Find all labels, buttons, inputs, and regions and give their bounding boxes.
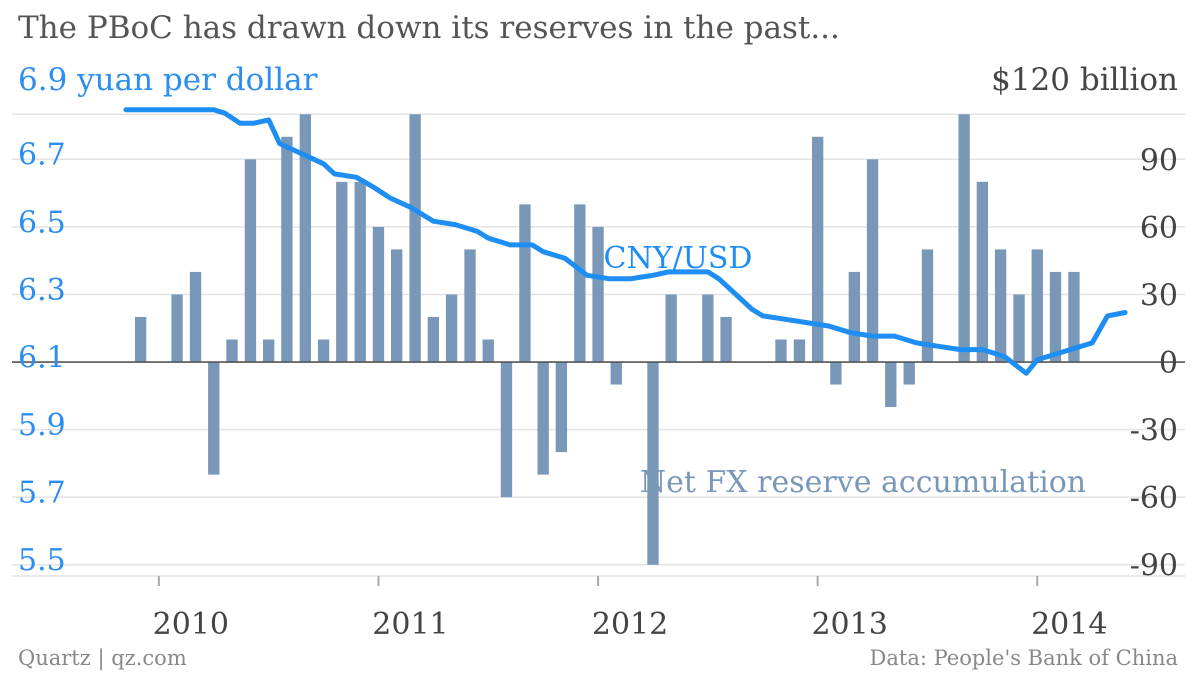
- reserve-bar-14: [391, 249, 403, 363]
- reserve-bar-2: [171, 294, 183, 363]
- right-tick-label-1: 60: [1140, 211, 1178, 246]
- reserve-bar-10: [317, 339, 330, 363]
- reserve-bar-5: [226, 339, 238, 363]
- reserve-bar-32: [720, 316, 732, 363]
- reserve-bar-42: [903, 362, 915, 385]
- reserve-bar-26: [610, 362, 622, 385]
- reserve-bar-4: [208, 362, 220, 475]
- reserve-bar-35: [775, 339, 787, 363]
- reserve-bar-6: [244, 159, 257, 363]
- reserve-bar-12: [354, 181, 366, 363]
- right-tick-label-5: -60: [1130, 481, 1178, 516]
- reserve-bar-49: [1031, 249, 1043, 363]
- left-axis-unit-label: 6.9 yuan per dollar: [18, 62, 318, 98]
- reserve-bar-43: [921, 249, 934, 363]
- reserve-bar-45: [958, 114, 970, 363]
- left-tick-label-0: 6.7: [18, 138, 66, 173]
- reserve-bar-39: [848, 271, 861, 363]
- right-axis-unit-label: $120 billion: [991, 62, 1178, 98]
- x-tick-label-4: 2014: [1031, 607, 1107, 642]
- x-tick-label-3: 2013: [811, 607, 887, 642]
- reserve-bar-40: [866, 159, 879, 363]
- left-tick-label-5: 5.7: [18, 476, 66, 511]
- series-labels: CNY/USD Net FX reserve accumulation: [603, 241, 1086, 500]
- x-tick-label-1: 2011: [372, 607, 448, 642]
- reserve-bar-19: [482, 339, 494, 363]
- reserve-bar-16: [427, 316, 440, 363]
- right-tick-label-0: 90: [1140, 143, 1178, 178]
- reserve-bar-23: [555, 362, 568, 453]
- reserve-bar-48: [1013, 294, 1025, 363]
- reserve-bar-31: [702, 294, 714, 363]
- reserve-bar-51: [1068, 271, 1080, 363]
- reserve-bar-46: [976, 181, 989, 363]
- reserve-bar-50: [1049, 271, 1062, 363]
- reserve-bar-7: [262, 339, 275, 363]
- reserve-bar-0: [134, 316, 147, 363]
- right-tick-label-3: 0: [1159, 346, 1178, 381]
- reserve-bar-47: [994, 249, 1007, 363]
- reserve-bar-18: [464, 249, 476, 363]
- reserve-bar-3: [189, 271, 202, 363]
- left-tick-label-4: 5.9: [18, 408, 66, 443]
- reserve-bar-36: [793, 339, 806, 363]
- left-tick-label-3: 6.1: [18, 340, 66, 375]
- chart-title: The PBoC has drawn down its reserves in …: [18, 10, 840, 46]
- reserve-bars: [134, 114, 1080, 565]
- right-tick-label-4: -30: [1130, 414, 1178, 449]
- right-tick-label-2: 30: [1140, 278, 1178, 313]
- cny-usd-line-layer: [123, 107, 1128, 376]
- reserve-series-label: Net FX reserve accumulation: [640, 465, 1086, 500]
- reserve-bar-13: [372, 226, 385, 363]
- reserve-bar-8: [281, 136, 293, 363]
- publisher-credit: Quartz | qz.com: [18, 646, 187, 670]
- reserve-bar-17: [445, 294, 458, 363]
- reserve-bar-15: [409, 114, 421, 363]
- reserve-bar-20: [500, 362, 513, 498]
- reserve-bar-11: [336, 181, 348, 363]
- right-axis-ticks: 90 60 30 0 -30 -60 -90: [1130, 143, 1178, 583]
- right-tick-label-6: -90: [1130, 549, 1178, 584]
- x-axis-ticks: 2010 2011 2012 2013 2014: [153, 576, 1107, 642]
- cny-usd-series-label: CNY/USD: [603, 241, 752, 276]
- reserve-bar-38: [830, 362, 842, 385]
- reserve-bar-21: [519, 204, 531, 363]
- left-tick-label-6: 5.5: [18, 543, 66, 578]
- reserve-bar-29: [665, 294, 677, 363]
- reserve-bar-22: [537, 362, 549, 475]
- x-tick-label-0: 2010: [153, 607, 229, 642]
- left-tick-label-1: 6.5: [18, 205, 66, 240]
- reserve-bar-9: [299, 114, 312, 363]
- reserve-bar-24: [574, 204, 586, 363]
- cny-usd-line: [123, 107, 1128, 376]
- reserve-bar-41: [885, 362, 897, 408]
- reserve-bar-28: [647, 362, 659, 565]
- x-tick-label-2: 2012: [592, 607, 668, 642]
- reserve-bar-25: [592, 226, 604, 363]
- reserve-bar-37: [811, 136, 824, 363]
- left-axis-ticks: 6.7 6.5 6.3 6.1 5.9 5.7 5.5: [18, 138, 66, 578]
- data-source: Data: People's Bank of China: [869, 646, 1178, 670]
- left-tick-label-2: 6.3: [18, 273, 66, 308]
